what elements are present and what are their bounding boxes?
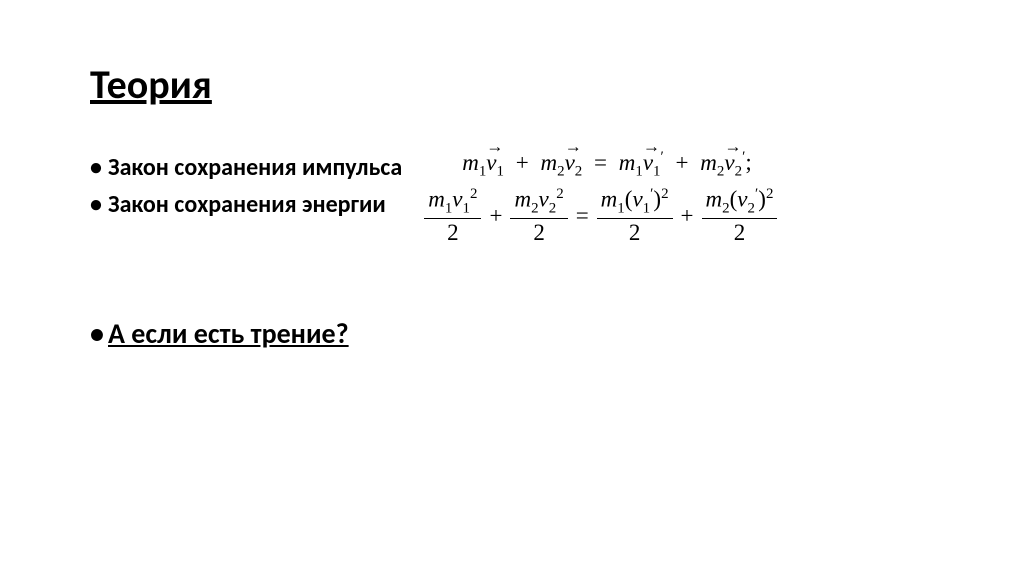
content-row: Закон сохранения импульса Закон сохранен… xyxy=(90,149,934,246)
question-bullet: А если есть трение? xyxy=(90,316,934,351)
term1-numerator: m1v12 xyxy=(424,186,481,219)
plus-icon: + xyxy=(676,150,689,175)
v1-sub: 1 xyxy=(497,163,504,179)
plus-icon: + xyxy=(681,203,694,229)
energy-equation: m1v12 2 + m2v22 2 = m1(v1′)2 2 xyxy=(422,186,779,246)
term3-numerator: m1(v1′)2 xyxy=(597,186,673,219)
term4-numerator: m2(v2′)2 xyxy=(702,186,778,219)
term4-fraction: m2(v2′)2 2 xyxy=(702,186,778,246)
page-title: Теория xyxy=(90,60,934,109)
bullet-energy: Закон сохранения энергии xyxy=(90,186,402,223)
v2-sub: 2 xyxy=(575,163,582,179)
equals-icon: = xyxy=(594,150,607,175)
formula-block: m1v1 + m2v2 = m1v1′ + m2v2′; m1v12 2 + xyxy=(422,149,779,246)
term4-denominator: 2 xyxy=(734,219,746,246)
v1p-sub: 1 xyxy=(653,163,660,179)
term3-denominator: 2 xyxy=(629,219,641,246)
term2-denominator: 2 xyxy=(533,219,545,246)
slide: Теория Закон сохранения импульса Закон с… xyxy=(0,0,1024,574)
plus-icon: + xyxy=(489,203,502,229)
v1p-vector: v xyxy=(643,150,653,176)
m1: m1 xyxy=(462,150,486,175)
v1-vector: v xyxy=(486,150,496,176)
v1p-prime: ′ xyxy=(661,149,664,165)
bullet-list: Закон сохранения импульса Закон сохранен… xyxy=(90,149,402,223)
m1-prime: m1 xyxy=(619,150,643,175)
m2-prime: m2 xyxy=(700,150,724,175)
term3-fraction: m1(v1′)2 2 xyxy=(597,186,673,246)
term1-denominator: 2 xyxy=(447,219,459,246)
semicolon: ; xyxy=(745,150,751,175)
v2p-vector: v xyxy=(724,150,734,176)
equals-icon: = xyxy=(576,203,589,229)
term1-fraction: m1v12 2 xyxy=(424,186,481,246)
v2p-sub: 2 xyxy=(735,163,742,179)
v2-vector: v xyxy=(565,150,575,176)
term2-fraction: m2v22 2 xyxy=(510,186,567,246)
plus-icon: + xyxy=(516,150,529,175)
term2-numerator: m2v22 xyxy=(510,186,567,219)
m2: m2 xyxy=(540,150,564,175)
momentum-equation: m1v1 + m2v2 = m1v1′ + m2v2′; xyxy=(422,149,779,180)
bullet-momentum: Закон сохранения импульса xyxy=(90,149,402,186)
